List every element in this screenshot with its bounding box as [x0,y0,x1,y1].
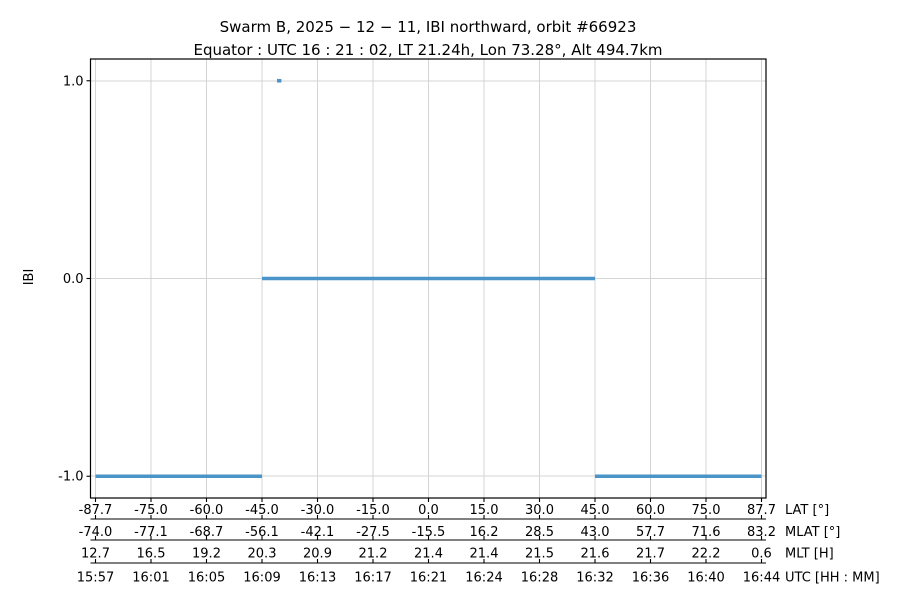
x-tick-label: 75.0 [692,503,721,518]
x-tick-label: -75.0 [134,503,168,518]
x-tick-label: 16:01 [132,571,169,586]
x-tick-label: 16:44 [743,571,780,586]
x-tick-label: 30.0 [525,503,554,518]
x-tick-label: 45.0 [581,503,610,518]
x-axis-row-label: LAT [°] [785,503,829,518]
y-tick-label: 1.0 [63,74,84,89]
x-axis-row-label: MLT [H] [785,547,834,562]
y-tick-label: -1.0 [58,470,83,485]
x-tick-label: 87.7 [747,503,776,518]
x-tick-label: 16.2 [470,525,499,540]
x-tick-label: -30.0 [301,503,335,518]
x-tick-label: -15.0 [356,503,390,518]
x-tick-label: 28.5 [525,525,554,540]
x-tick-label: 21.4 [470,547,499,562]
x-tick-label: 60.0 [636,503,665,518]
x-tick-label: 15.0 [470,503,499,518]
plot-area: 1.0 0.0 -1.0 -87.7 -75.0 -60.0 -45.0 -30.0 -15.0… [58,58,880,586]
x-tick-label: 20.3 [248,547,277,562]
x-tick-label: 16:21 [410,571,447,586]
x-tick-label: 19.2 [192,547,221,562]
x-tick-label: 16:09 [243,571,280,586]
x-tick-label: -45.0 [245,503,279,518]
x-tick-label: 21.4 [414,547,443,562]
x-tick-label: 16:28 [521,571,558,586]
x-tick-label: 16:32 [576,571,613,586]
x-tick-label: -60.0 [190,503,224,518]
x-tick-label: 21.2 [359,547,388,562]
x-tick-label: 57.7 [636,525,665,540]
x-tick-label: 16:36 [632,571,669,586]
x-tick-label: -68.7 [190,525,224,540]
y-axis-label: IBI [22,269,37,286]
x-tick-label: 16.5 [137,547,166,562]
x-tick-label: 20.9 [303,547,332,562]
x-tick-label: -27.5 [356,525,390,540]
x-tick-label: 21.5 [525,547,554,562]
x-tick-label: 71.6 [692,525,721,540]
x-tick-label: 12.7 [81,547,110,562]
x-tick-label: -42.1 [301,525,335,540]
x-tick-label: -74.0 [79,525,113,540]
chart-title: Swarm B, 2025 − 12 − 11, IBI northward, … [220,18,637,36]
x-tick-label: 21.7 [636,547,665,562]
x-tick-label: -87.7 [79,503,113,518]
y-tick-label: 0.0 [63,272,84,287]
x-tick-label: 16:17 [354,571,391,586]
x-tick-label: -77.1 [134,525,168,540]
x-tick-label: 16:40 [687,571,724,586]
x-tick-label: 83.2 [747,525,776,540]
x-tick-label: 43.0 [581,525,610,540]
chart-subtitle: Equator : UTC 16 : 21 : 02, LT 21.24h, L… [193,41,662,59]
x-axis-row-label: UTC [HH : MM] [785,571,880,586]
x-tick-label: 21.6 [581,547,610,562]
x-tick-label: 16:24 [465,571,502,586]
x-tick-label: 0.6 [751,547,772,562]
x-tick-label: -56.1 [245,525,279,540]
x-tick-label: 22.2 [692,547,721,562]
x-tick-label: 16:05 [188,571,225,586]
x-axis-row-label: MLAT [°] [785,525,840,540]
x-tick-label: 15:57 [77,571,114,586]
x-tick-label: 16:13 [299,571,336,586]
x-tick-label: 0.0 [418,503,439,518]
x-tick-label: -15.5 [412,525,446,540]
